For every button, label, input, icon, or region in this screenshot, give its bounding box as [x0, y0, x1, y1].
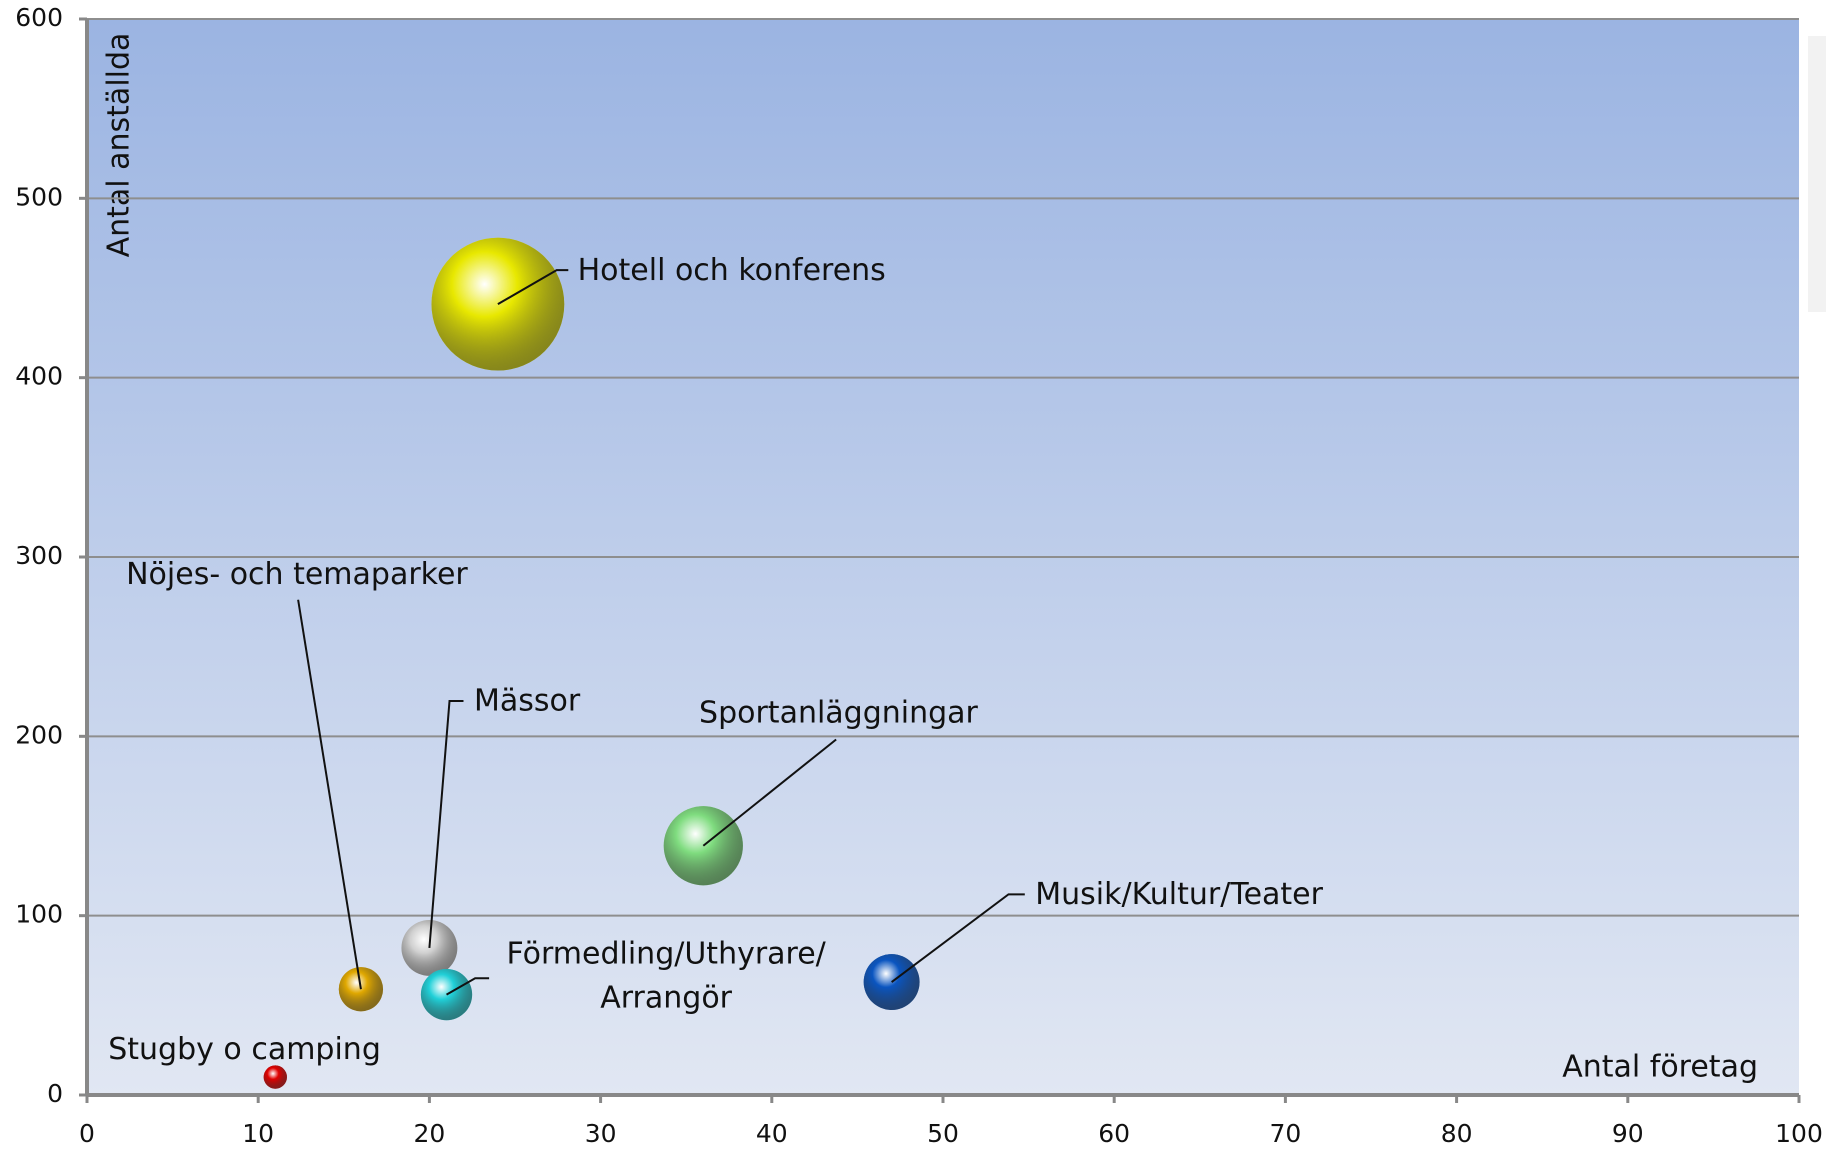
bubble [663, 806, 743, 886]
leader-line [497, 269, 569, 306]
x-tick-label: 90 [1612, 1119, 1644, 1148]
x-tick-label: 50 [927, 1119, 959, 1148]
bubble-label: Stugby o camping [108, 1032, 381, 1067]
bubble-label: Arrangör [600, 981, 732, 1016]
x-tick-label: 0 [79, 1119, 95, 1148]
bubble-label: Musik/Kultur/Teater [1035, 877, 1323, 912]
leader-line [446, 977, 490, 996]
y-tick-label: 0 [47, 1079, 63, 1108]
y-tick-label: 100 [15, 900, 63, 929]
bubble-label: Hotell och konferens [578, 253, 886, 288]
x-tick-label: 30 [585, 1119, 617, 1148]
x-tick-label: 10 [242, 1119, 274, 1148]
leader-line [891, 893, 1025, 983]
leader-line [297, 599, 362, 990]
bubble-label: Mässor [474, 684, 581, 719]
x-tick-label: 60 [1098, 1119, 1130, 1148]
x-tick-label: 40 [756, 1119, 788, 1148]
bubble-label: Förmedling/Uthyrare/ [506, 936, 826, 971]
bubble [420, 968, 473, 1021]
y-axis-label: Antal anställda [102, 33, 137, 258]
y-tick-label: 600 [15, 3, 63, 32]
y-tick-label: 400 [15, 362, 63, 391]
y-tick-label: 200 [15, 720, 63, 749]
bubble [431, 237, 565, 371]
legend-box [1808, 36, 1826, 312]
bubble-label: Nöjes- och temaparker [126, 557, 468, 592]
bubble [263, 1065, 287, 1089]
y-tick-label: 500 [15, 182, 63, 211]
bubble [338, 967, 384, 1012]
bubble-label: Sportanläggningar [699, 695, 979, 730]
x-tick-label: 100 [1775, 1119, 1823, 1148]
y-tick-label: 300 [15, 541, 63, 570]
leader-line [702, 738, 837, 847]
leader-line [428, 700, 464, 949]
x-tick-label: 20 [413, 1119, 445, 1148]
x-tick-label: 70 [1269, 1119, 1301, 1148]
x-tick-label: 80 [1441, 1119, 1473, 1148]
x-axis-label: Antal företag [1562, 1050, 1758, 1085]
